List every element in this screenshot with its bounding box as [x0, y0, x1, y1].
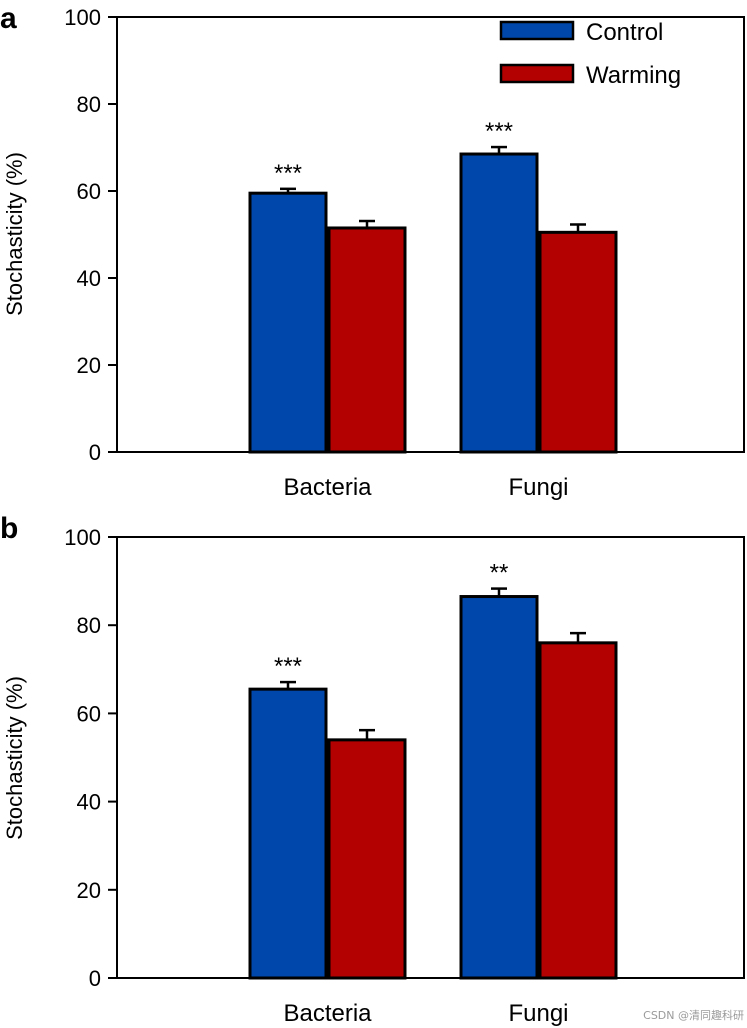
bar-control-bacteria: [248, 687, 328, 980]
y-tick-label: 20: [77, 353, 101, 378]
y-tick-label: 40: [77, 790, 101, 815]
bar-control-bacteria: [248, 191, 328, 454]
significance-label: **: [490, 560, 509, 587]
bar-warming-fungi: [538, 641, 618, 980]
panel-label: a: [0, 2, 17, 35]
category-label: Fungi: [508, 474, 568, 501]
bar-warming-bacteria: [327, 738, 407, 980]
y-tick-label: 0: [89, 966, 101, 991]
y-tick-label: 60: [77, 701, 101, 726]
y-axis-title: Stochasticity (%): [2, 152, 27, 316]
significance-label: ***: [485, 118, 513, 145]
y-tick-label: 20: [77, 878, 101, 903]
plot-frame: [116, 16, 745, 453]
legend: Control Warming: [499, 19, 681, 89]
category-label: Bacteria: [283, 474, 372, 501]
plot-frame: [116, 536, 745, 979]
legend-label-control: Control: [586, 19, 663, 46]
bar-control-fungi: [459, 595, 539, 980]
y-tick-label: 40: [77, 266, 101, 291]
significance-label: ***: [274, 160, 302, 187]
bar-warming-bacteria: [327, 226, 407, 454]
y-tick-label: 60: [77, 179, 101, 204]
y-axis-title: Stochasticity (%): [2, 676, 27, 840]
watermark: CSDN @清同趣科研: [643, 1008, 744, 1022]
bars: *** ***: [248, 118, 618, 454]
legend-swatch-warming: [499, 63, 575, 84]
y-axis-ticks: 0 20 40 60 80 100: [64, 525, 117, 991]
bar-control-fungi: [459, 152, 539, 454]
y-tick-label: 80: [77, 92, 101, 117]
y-tick-label: 100: [64, 525, 101, 550]
bars: *****: [248, 560, 618, 980]
y-tick-label: 100: [64, 5, 101, 30]
x-axis-categories: Bacteria Fungi: [283, 1000, 568, 1027]
legend-swatch-control: [499, 20, 575, 41]
panel-label: b: [0, 512, 18, 545]
panel-a: a Stochasticity (%) 0 20 40 60 80 100 ****** …: [0, 2, 745, 501]
y-axis-ticks: 0 20 40 60 80 100: [64, 5, 117, 465]
y-tick-label: 0: [89, 440, 101, 465]
category-label: Fungi: [508, 1000, 568, 1027]
y-tick-label: 80: [77, 613, 101, 638]
bar-warming-fungi: [538, 230, 618, 454]
x-axis-categories: Bacteria Fungi: [283, 474, 568, 501]
significance-label: ***: [274, 653, 302, 680]
legend-label-warming: Warming: [586, 62, 681, 89]
category-label: Bacteria: [283, 1000, 372, 1027]
